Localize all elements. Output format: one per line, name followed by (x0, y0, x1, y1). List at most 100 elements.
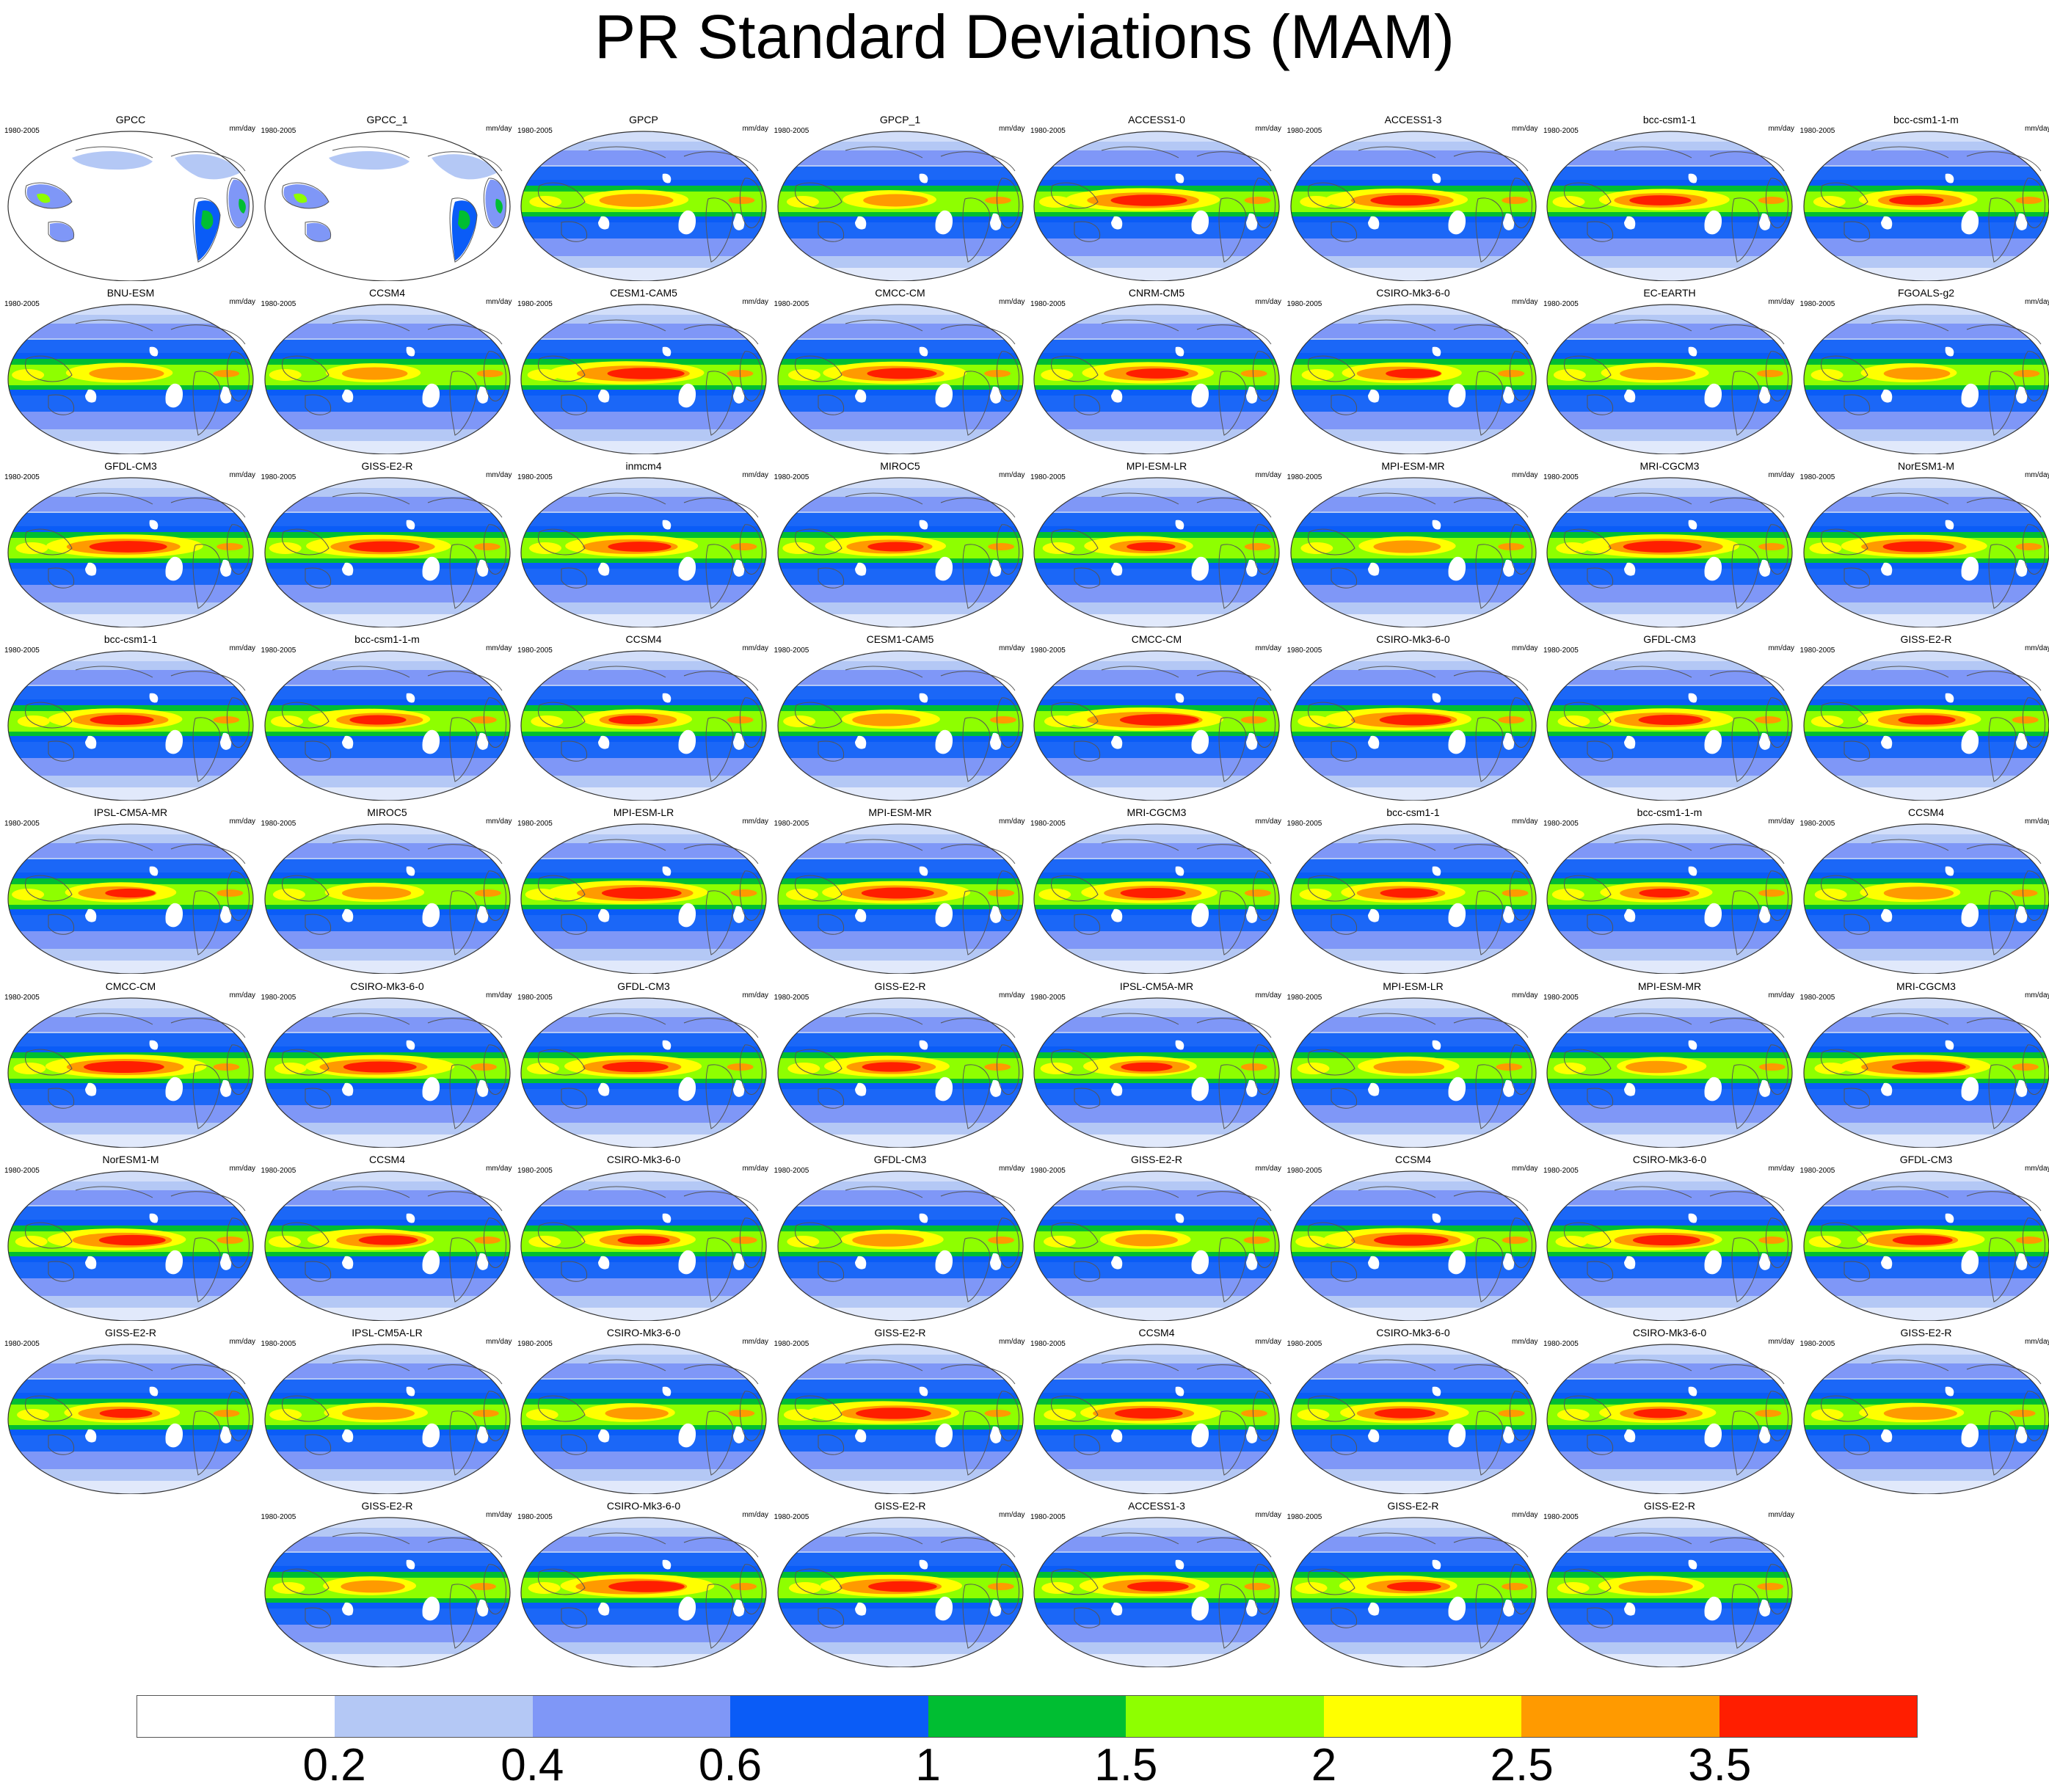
panel-title: MIROC5 (773, 460, 1028, 472)
panel-map (263, 1341, 512, 1498)
panel-map (776, 128, 1025, 285)
panel-map (519, 1168, 768, 1325)
panel-map (776, 995, 1025, 1151)
colorbar-box (928, 1696, 1126, 1737)
colorbar-box (533, 1696, 730, 1737)
panel-title: CMCC-CM (773, 287, 1028, 299)
panel-title: CCSM4 (1286, 1154, 1541, 1165)
panel-title: MPI-ESM-LR (1029, 460, 1284, 472)
panel-title: CSIRO-Mk3-6-0 (1542, 1154, 1797, 1165)
panel-map (1545, 1341, 1794, 1498)
panel-map (6, 648, 255, 804)
panel-title: CCSM4 (516, 633, 771, 645)
panel-title: CMCC-CM (1029, 633, 1284, 645)
panel-map (1802, 1168, 2049, 1325)
panel-map (1802, 1341, 2049, 1498)
panel-title: GISS-E2-R (1542, 1500, 1797, 1512)
panel-title: IPSL-CM5A-MR (3, 806, 258, 818)
panel-title: CSIRO-Mk3-6-0 (1286, 1327, 1541, 1338)
panel-map (1289, 475, 1538, 631)
panel-title: CESM1-CAM5 (773, 633, 1028, 645)
figure-title: PR Standard Deviations (MAM) (0, 0, 2049, 73)
colorbar-box (1521, 1696, 1719, 1737)
panel-title: GFDL-CM3 (773, 1154, 1028, 1165)
panel-title: CSIRO-Mk3-6-0 (516, 1500, 771, 1512)
panel-title: CNRM-CM5 (1029, 287, 1284, 299)
panel-title: FGOALS-g2 (1799, 287, 2049, 299)
colorbar-box (1324, 1696, 1521, 1737)
panel-map (1289, 1168, 1538, 1325)
colorbar-tick-label: 1.5 (1094, 1739, 1157, 1792)
panel-title: CSIRO-Mk3-6-0 (260, 980, 515, 992)
panel-map (263, 1515, 512, 1671)
panel-map (776, 1168, 1025, 1325)
panel-map (6, 995, 255, 1151)
panel-map (1032, 128, 1281, 285)
panel-map (776, 475, 1025, 631)
panel-map (519, 475, 768, 631)
panel-map (1032, 648, 1281, 804)
panel-title: GFDL-CM3 (1799, 1154, 2049, 1165)
panel-title: CSIRO-Mk3-6-0 (1542, 1327, 1797, 1338)
panel-map (1545, 995, 1794, 1151)
panel-title: ACCESS1-3 (1286, 114, 1541, 125)
panel-title: GISS-E2-R (1799, 1327, 2049, 1338)
panel-title: GISS-E2-R (260, 1500, 515, 1512)
panel-map (1289, 648, 1538, 804)
panel-title: MPI-ESM-MR (1542, 980, 1797, 992)
panel-title: GFDL-CM3 (3, 460, 258, 472)
panel-title: MPI-ESM-MR (1286, 460, 1541, 472)
panel-title: CSIRO-Mk3-6-0 (516, 1327, 771, 1338)
panel-title: CCSM4 (260, 287, 515, 299)
panel-title: bcc-csm1-1-m (1799, 114, 2049, 125)
panel-map (1289, 1341, 1538, 1498)
panel-title: GISS-E2-R (260, 460, 515, 472)
panel-title: ACCESS1-3 (1029, 1500, 1284, 1512)
panel-map (1032, 1168, 1281, 1325)
panel-map (1545, 475, 1794, 631)
panel-map (776, 302, 1025, 458)
colorbar-box (1719, 1696, 1917, 1737)
panel-map (263, 648, 512, 804)
panel-map (519, 1515, 768, 1671)
panel-map (1032, 1515, 1281, 1671)
panel-title: bcc-csm1-1 (1542, 114, 1797, 125)
colorbar-box (730, 1696, 928, 1737)
panel-title: ACCESS1-0 (1029, 114, 1284, 125)
panel-map (1802, 302, 2049, 458)
panel-title: IPSL-CM5A-LR (260, 1327, 515, 1338)
panel-map (776, 1515, 1025, 1671)
